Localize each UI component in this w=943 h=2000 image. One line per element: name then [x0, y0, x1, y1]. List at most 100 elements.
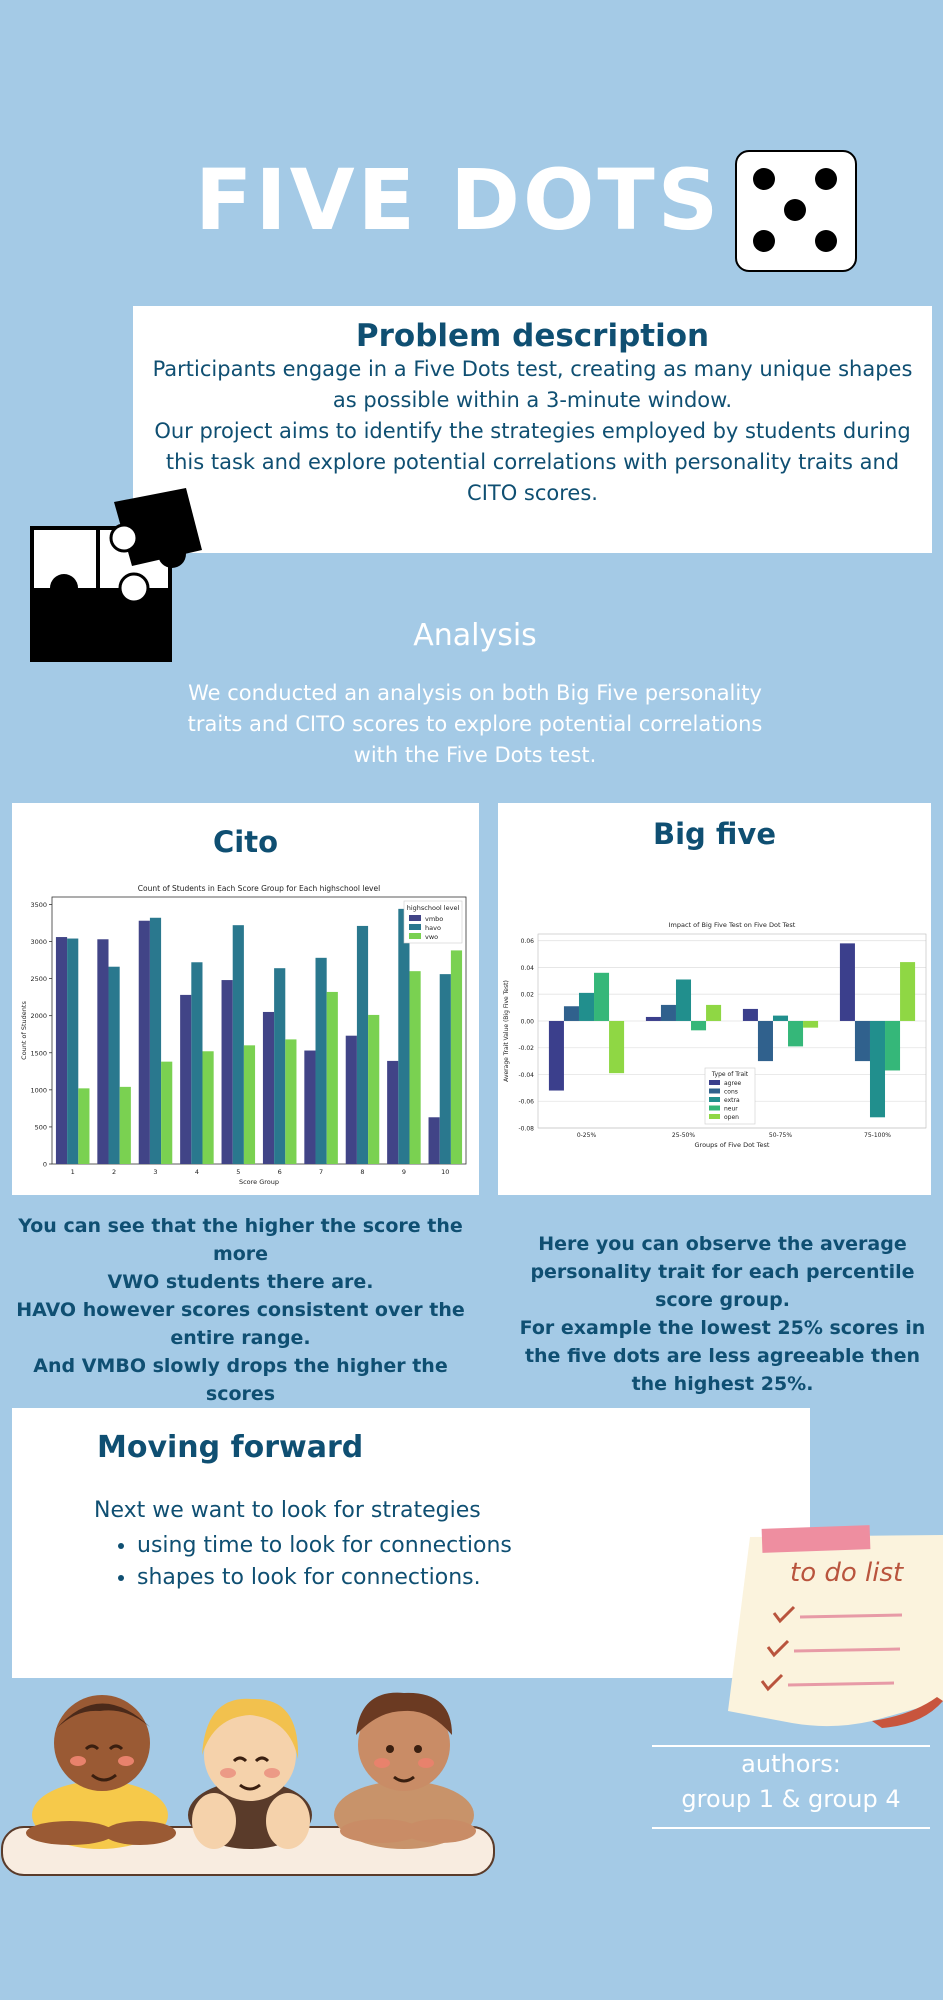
y-tick-label: 0.06 [521, 938, 535, 945]
legend-swatch-cons [709, 1088, 720, 1094]
bar-vwo-1 [78, 1088, 90, 1164]
bar-havo-4 [191, 962, 203, 1164]
y-tick-label: 0 [43, 1161, 47, 1169]
bar-vwo-7 [326, 991, 338, 1164]
bar-open-0-25% [609, 1020, 625, 1074]
moving-forward-lead: Next we want to look for strategies [94, 1498, 481, 1523]
bar-vwo-5 [243, 1045, 256, 1164]
bigfive-card-title: Big five [653, 817, 776, 851]
list-item: using time to look for connections [137, 1530, 512, 1562]
problem-title: Problem description [355, 318, 710, 354]
child-middle [188, 1698, 312, 1849]
children-illustration [1, 1692, 495, 1876]
analysis-title: Analysis [413, 618, 537, 653]
bar-extra-25-50% [675, 979, 692, 1021]
bar-havo-6 [274, 968, 286, 1164]
y-axis-label: Count of Students [20, 1001, 28, 1060]
bigfive-card: Big five Impact of Big Five Test on Five… [498, 803, 931, 1195]
legend-label-open: open [724, 1114, 739, 1121]
x-axis-label: Score Group [239, 1178, 279, 1186]
bar-cons-0-25% [563, 1006, 579, 1021]
bar-vmbo-3 [138, 920, 150, 1164]
bar-cons-25-50% [660, 1004, 676, 1021]
plot-frame [51, 896, 467, 1165]
legend-label-vmbo: vmbo [425, 915, 443, 923]
problem-text: Participants engage in a Five Dots test,… [152, 357, 913, 505]
bar-vmbo-6 [262, 1011, 275, 1164]
x-tick-label: 2 [112, 1168, 116, 1176]
x-axis-label: Groups of Five Dot Test [695, 1141, 770, 1149]
y-tick-label: 2500 [30, 975, 47, 983]
bar-vwo-8 [368, 1014, 380, 1164]
x-tick-label: 8 [360, 1168, 364, 1176]
bar-extra-75-100% [869, 1020, 886, 1118]
child-left [26, 1695, 176, 1849]
bar-extra-50-75% [772, 1015, 789, 1021]
bar-havo-10 [439, 974, 451, 1164]
list-item: shapes to look for connections. [137, 1562, 512, 1594]
cito-chart: Count of Students in Each Score Group fo… [20, 884, 467, 1186]
y-tick-label: 0.00 [521, 1018, 535, 1025]
bar-vmbo-5 [221, 980, 233, 1164]
todo-label: to do list [790, 1558, 904, 1588]
legend-swatch-neur [709, 1105, 720, 1111]
legend-label-vwo: vwo [425, 933, 438, 941]
y-tick-label: -0.02 [518, 1045, 534, 1052]
y-tick-label: 2000 [30, 1012, 47, 1020]
chart-title: Count of Students in Each Score Group fo… [138, 884, 380, 893]
legend-swatch-vmbo [409, 915, 421, 921]
bar-neur-75-100% [885, 1020, 901, 1071]
legend-swatch-havo [409, 924, 421, 930]
x-tick-label: 5 [236, 1168, 240, 1176]
chart-title: Impact of Big Five Test on Five Dot Test [669, 921, 796, 929]
dice-icon [735, 150, 857, 272]
legend-title: highschool level [407, 904, 460, 912]
x-tick-label: 75-100% [864, 1132, 891, 1139]
bar-vwo-9 [409, 971, 421, 1164]
bar-havo-3 [149, 917, 162, 1164]
y-tick-label: 0.02 [521, 992, 535, 999]
authors-names: group 1 & group 4 [681, 1785, 901, 1813]
bar-havo-7 [315, 957, 327, 1164]
legend-swatch-open [709, 1114, 720, 1119]
y-axis-label: Average Trait Value (Big Five Test) [503, 980, 510, 1082]
cito-card-title: Cito [212, 825, 278, 859]
bar-extra-0-25% [578, 992, 595, 1021]
x-tick-label: 6 [278, 1168, 282, 1176]
bar-neur-0-25% [594, 972, 610, 1021]
bar-open-75-100% [900, 962, 916, 1021]
bigfive-chart: Impact of Big Five Test on Five Dot Test… [503, 921, 927, 1149]
authors-block: authors: group 1 & group 4 [652, 1745, 930, 1829]
x-tick-label: 7 [319, 1168, 323, 1176]
bar-neur-25-50% [691, 1020, 707, 1031]
bar-cons-75-100% [854, 1020, 870, 1062]
bar-havo-2 [108, 966, 120, 1164]
bar-open-50-75% [803, 1020, 819, 1028]
cito-card: Cito Count of Students in Each Score Gro… [12, 803, 479, 1195]
y-tick-label: 500 [35, 1123, 47, 1131]
y-tick-label: -0.06 [518, 1099, 534, 1106]
y-tick-label: 0.04 [521, 965, 535, 972]
bar-havo-8 [356, 925, 369, 1164]
x-tick-label: 4 [195, 1168, 199, 1176]
bar-vmbo-2 [97, 939, 109, 1164]
bar-vmbo-1 [55, 937, 68, 1164]
x-tick-label: 0-25% [577, 1132, 597, 1139]
bigfive-caption: Here you can observe the average persona… [519, 1233, 926, 1395]
bar-agree-25-50% [645, 1016, 661, 1021]
legend-label-agree: agree [724, 1080, 742, 1087]
bar-vmbo-4 [180, 994, 192, 1164]
puzzle-icon [30, 488, 202, 662]
bar-vmbo-9 [387, 1060, 399, 1164]
analysis-text: We conducted an analysis on both Big Fiv… [187, 681, 763, 767]
bar-cons-50-75% [757, 1020, 773, 1062]
plot-frame [537, 933, 927, 1129]
bar-vmbo-8 [345, 1035, 357, 1164]
legend-swatch-extra [709, 1097, 720, 1102]
x-tick-label: 25-50% [672, 1132, 695, 1139]
moving-forward-list: using time to look for connections shape… [107, 1530, 512, 1594]
bar-havo-1 [67, 938, 79, 1164]
legend-swatch-agree [709, 1080, 720, 1085]
legend-label-extra: extra [724, 1097, 740, 1104]
child-right [334, 1692, 476, 1849]
